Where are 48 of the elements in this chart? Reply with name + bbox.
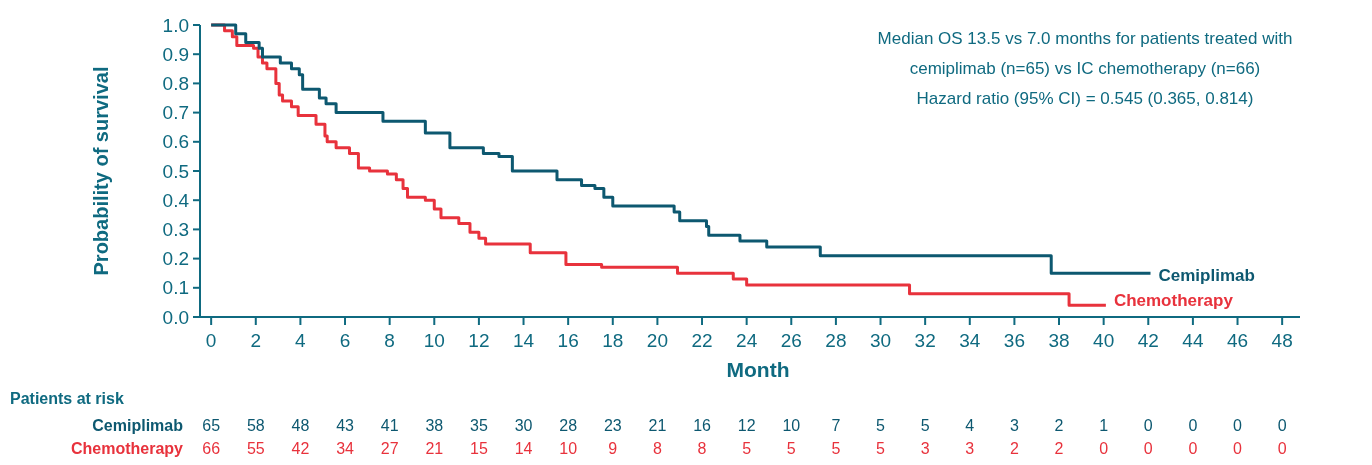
x-tick-label: 20 (646, 330, 668, 351)
x-tick-label: 12 (468, 330, 490, 351)
x-tick-label: 14 (512, 330, 535, 351)
y-tick-label: 0.1 (162, 277, 189, 299)
x-tick-label: 26 (780, 330, 802, 351)
y-tick-label: 0.2 (162, 248, 189, 270)
y-tick-label: 0.9 (162, 43, 189, 65)
annotation: Median OS 13.5 vs 7.0 months for patients treated with (877, 28, 1293, 48)
x-tick-label: 30 (869, 330, 892, 351)
x-tick-label: 34 (959, 330, 981, 351)
y-tick-label: 1.0 (162, 14, 189, 36)
x-tick-label: 4 (295, 330, 307, 351)
x-tick-label: 24 (736, 330, 758, 351)
y-tick-label: 0.7 (162, 102, 189, 124)
x-axis-title: Month (726, 358, 790, 381)
y-tick-label: 0.6 (162, 131, 189, 153)
x-tick-label: 42 (1137, 330, 1159, 351)
x-tick-label: 6 (339, 330, 351, 351)
x-tick-label: 16 (557, 330, 579, 351)
y-tick-label: 0.5 (162, 160, 189, 182)
text: 66 55 42 34 27 21 15 14 10 9 8 8 5 5 5 5 3 3 2 2 0 0 0 0 0 (202, 440, 1287, 457)
x-tick-label: 48 (1271, 330, 1293, 351)
y-tick-label: 0.8 (162, 73, 189, 95)
series-label: Cemiplimab (1158, 266, 1255, 286)
x-tick-label: 10 (423, 330, 445, 351)
annotation: cemiplimab (n=65) vs IC chemotherapy (n=66) (909, 58, 1261, 78)
x-tick-label: 44 (1182, 330, 1204, 351)
text: 65 58 48 43 41 38 35 30 28 23 21 16 12 10 7 5 5 4 3 2 1 0 0 0 0 (202, 417, 1287, 434)
text: Chemotherapy (70, 440, 183, 457)
x-tick-label: 38 (1048, 330, 1070, 351)
y-axis-title: Probability of survival (90, 66, 112, 276)
y-tick-label: 0.3 (162, 219, 189, 241)
x-tick-label: 40 (1093, 330, 1115, 351)
x-tick-label: 0 (205, 330, 217, 351)
x-tick-label: 22 (691, 330, 713, 351)
x-tick-label: 32 (914, 330, 936, 351)
y-tick-label: 0.4 (162, 189, 190, 211)
x-tick-label: 8 (384, 330, 395, 351)
y-tick-label: 0.0 (162, 306, 189, 328)
x-tick-label: 18 (602, 330, 624, 351)
x-tick-label: 2 (250, 330, 262, 351)
x-tick-label: 36 (1003, 330, 1025, 351)
x-tick-label: 28 (825, 330, 847, 351)
annotation: Hazard ratio (95% CI) = 0.545 (0.365, 0.814) (916, 88, 1254, 108)
series-label: Chemotherapy (1113, 291, 1234, 311)
text: Cemiplimab (92, 417, 183, 434)
x-tick-label: 46 (1226, 330, 1249, 351)
text: Patients at risk (10, 390, 124, 407)
